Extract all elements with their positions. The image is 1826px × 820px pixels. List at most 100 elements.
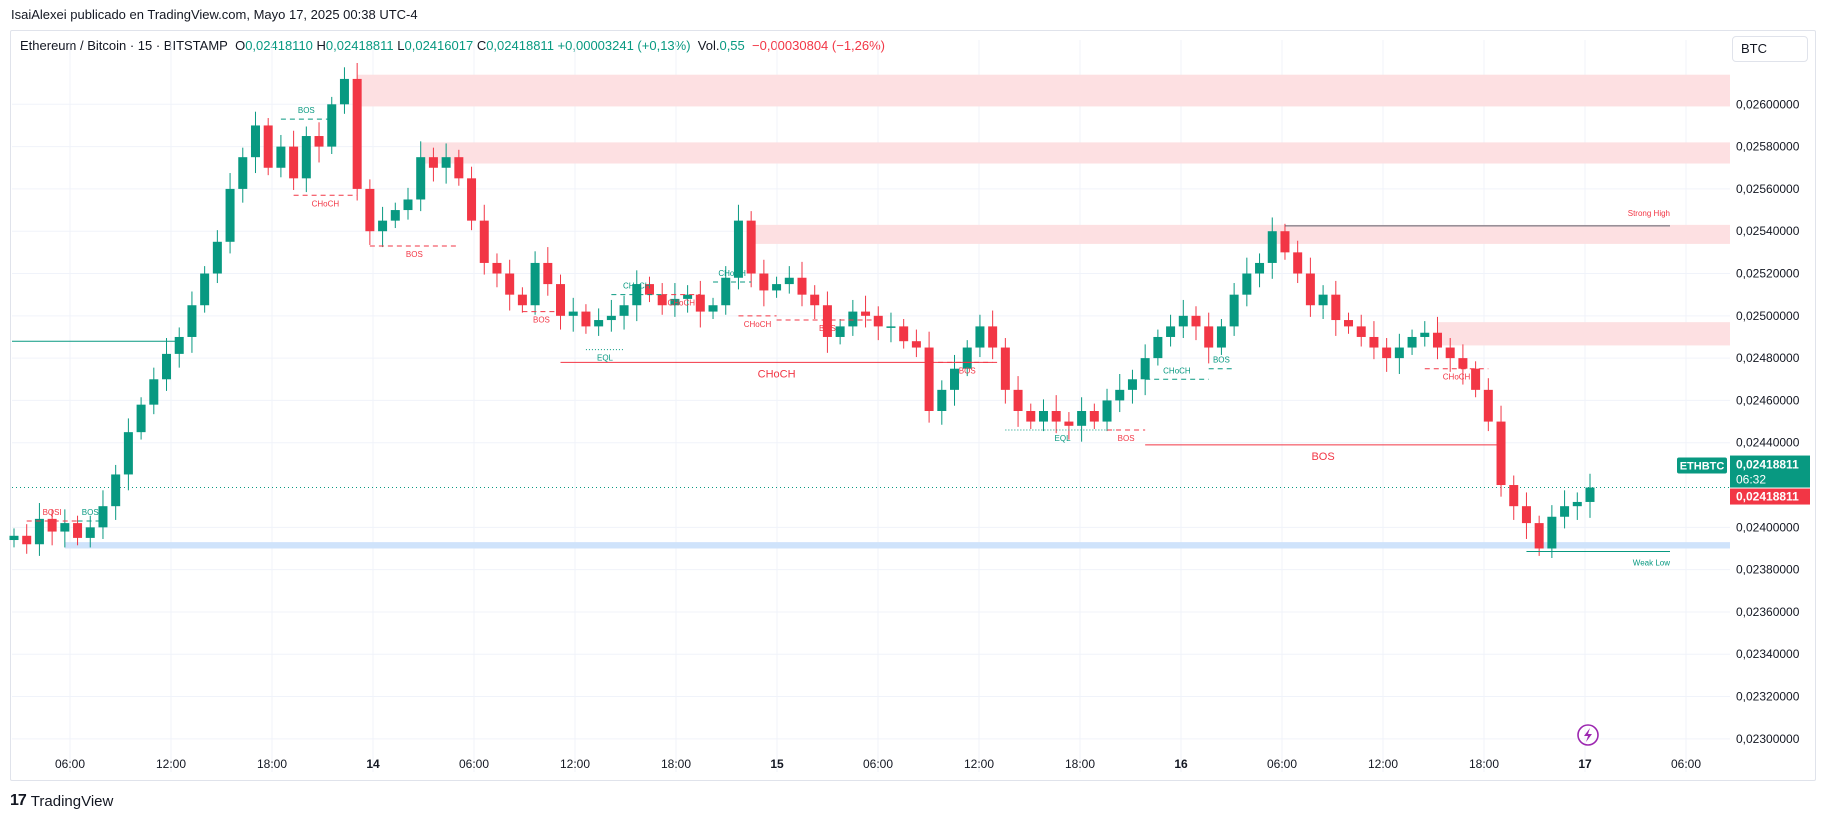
candle-body xyxy=(1089,411,1099,422)
lightning-icon[interactable] xyxy=(1577,724,1599,746)
time-tick-label: 12:00 xyxy=(1368,757,1398,771)
candle-body xyxy=(1204,326,1214,348)
tradingview-brand[interactable]: 17 TradingView xyxy=(10,792,113,810)
candle-body xyxy=(187,305,197,337)
candle-body xyxy=(85,527,95,538)
candle-body xyxy=(1394,347,1404,359)
weak-low-label: Weak Low xyxy=(1633,558,1670,567)
supply-zone xyxy=(357,74,1731,107)
candle-body xyxy=(1318,294,1328,306)
close-label: C xyxy=(476,38,487,53)
price-axis[interactable]: 0,02600000 0,02580000 0,02560000 0,02540000… xyxy=(1736,97,1800,746)
candle-body xyxy=(1305,273,1315,306)
candle-body xyxy=(1356,326,1366,337)
structure-label: EQL xyxy=(1055,434,1072,443)
strong-high-label: Strong High xyxy=(1628,209,1670,218)
price-tick-label: 0,02460000 xyxy=(1736,393,1800,407)
publisher-line: IsaiAlexei publicado en TradingView.com,… xyxy=(11,7,418,22)
candle-body xyxy=(657,294,667,306)
candle-body xyxy=(174,336,184,354)
candle-body xyxy=(1178,315,1188,327)
candle-body xyxy=(1369,336,1379,348)
time-tick-label: 06:00 xyxy=(459,757,489,771)
candle-body xyxy=(390,210,400,221)
candle-body xyxy=(467,178,477,221)
candle-body xyxy=(1115,389,1125,401)
time-tick-label: 06:00 xyxy=(55,757,85,771)
candle-body xyxy=(670,298,680,306)
candle-body xyxy=(1509,485,1519,507)
candle-body xyxy=(454,157,464,179)
candle-body xyxy=(416,157,426,200)
candle-body xyxy=(632,284,642,306)
candle-body xyxy=(873,315,883,327)
supply-zone xyxy=(1437,322,1730,346)
low-label: L xyxy=(397,38,405,53)
candle-body xyxy=(1382,347,1392,359)
candle-body xyxy=(1293,252,1303,274)
candle-body xyxy=(746,220,756,274)
candle-body xyxy=(1521,506,1531,524)
structure-label: BOS xyxy=(82,508,99,517)
candle-body xyxy=(1407,336,1417,348)
structures-layer: BQSI BOS BOS CHoCH BOS BOS CHoCH EQL CHoCH CHoCH C… xyxy=(26,106,1670,567)
last-price-label: 0,02418811 xyxy=(1736,490,1799,504)
candle-body xyxy=(1216,326,1226,348)
candle-body xyxy=(1255,262,1265,274)
volume-value: 0,55 xyxy=(719,38,745,53)
symbol-name[interactable]: Ethereum / Bitcoin · 15 · BITSTAMP xyxy=(20,38,228,53)
price-tick-label: 0,02540000 xyxy=(1736,224,1800,238)
candle-body xyxy=(1534,523,1544,549)
time-axis[interactable]: 06:00 12:00 18:00 14 06:00 12:00 18:00 15 06:00 1… xyxy=(55,757,1701,771)
time-tick-label: 12:00 xyxy=(156,757,186,771)
candle-body xyxy=(899,326,909,342)
currency-button[interactable]: BTC xyxy=(1732,36,1808,62)
candle-body xyxy=(136,404,146,433)
candle-body xyxy=(111,474,121,507)
high-value: 0,02418811 xyxy=(325,38,394,53)
candle-body xyxy=(606,315,616,321)
price-tick-label: 0,02520000 xyxy=(1736,267,1800,281)
structure-label: BOS xyxy=(959,366,976,375)
candle-body xyxy=(98,506,108,528)
price-tick-label: 0,02320000 xyxy=(1736,690,1800,704)
candle-body xyxy=(695,294,705,312)
candle-body xyxy=(314,136,324,147)
structure-label: CHoCH xyxy=(1163,366,1191,375)
candle-body xyxy=(1344,320,1354,327)
volume-change: −0,00030804 (−1,26%) xyxy=(752,38,886,53)
current-price-tag xyxy=(1730,455,1810,488)
candle-body xyxy=(1013,389,1023,411)
candle-body xyxy=(327,104,337,147)
candle-body xyxy=(1127,379,1137,390)
structure-label: BOS xyxy=(1118,434,1135,443)
candle-body xyxy=(1445,347,1455,359)
price-tick-label: 0,02500000 xyxy=(1736,309,1800,323)
candle-body xyxy=(721,277,731,306)
time-tick-label: 17 xyxy=(1578,757,1592,771)
last-price-tag xyxy=(1730,488,1810,505)
price-tick-label: 0,02340000 xyxy=(1736,647,1800,661)
candle-body xyxy=(428,157,438,168)
candle-body xyxy=(22,535,32,545)
current-price-label: 0,02418811 xyxy=(1736,458,1799,472)
symbol-tag-label: ETHBTC xyxy=(1680,461,1725,473)
structure-label: EQL xyxy=(597,354,614,363)
candle-body xyxy=(911,341,921,348)
structure-label: CHoCH xyxy=(667,299,695,308)
candle-body xyxy=(644,284,654,295)
structure-label: CHoCH xyxy=(1443,373,1471,382)
candle-body xyxy=(1420,332,1430,337)
time-tick-label: 18:00 xyxy=(1065,757,1095,771)
time-tick-label: 18:00 xyxy=(1469,757,1499,771)
candle-body xyxy=(594,320,604,327)
candle-body xyxy=(861,311,871,316)
chart-frame xyxy=(10,30,1816,781)
price-tick-label: 0,02440000 xyxy=(1736,436,1800,450)
low-value: 0,02416017 xyxy=(404,38,474,53)
candle-body xyxy=(1458,358,1468,369)
structure-label: BOS xyxy=(533,316,550,325)
candle-body xyxy=(988,326,998,348)
